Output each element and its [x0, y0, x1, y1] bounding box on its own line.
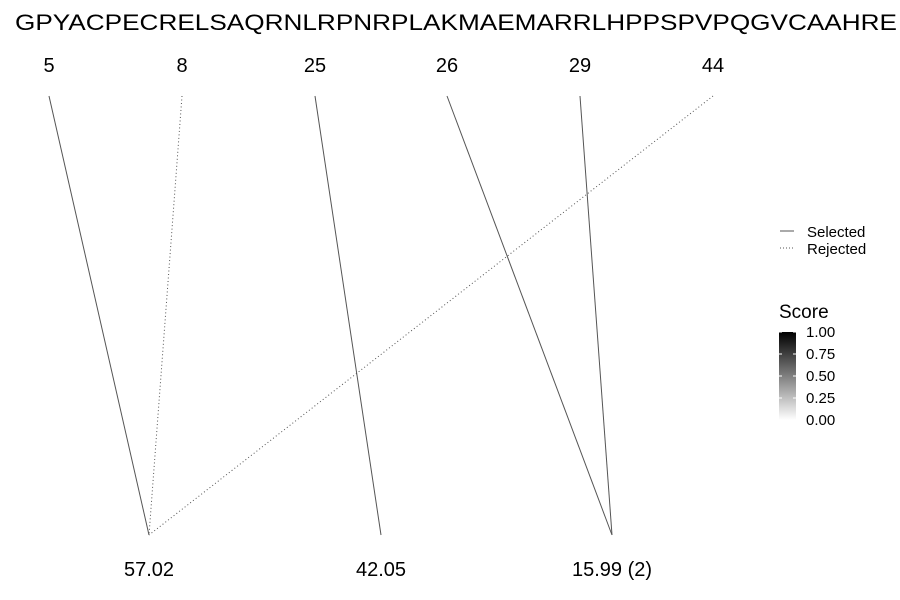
- link-5-selected: [48, 95, 150, 536]
- score-colorbar: [779, 332, 796, 420]
- peptide-sequence: GPYACPECRELSAQRNLRPNRPLAKMAEMARRLHPPSPVP…: [15, 10, 897, 35]
- mass-label-1: 57.02: [124, 559, 174, 581]
- score-tick-label: 1.00: [806, 324, 835, 341]
- link-8-rejected: [148, 95, 183, 536]
- position-label-25: 25: [304, 55, 326, 77]
- linetype-legend: Selected Rejected: [780, 224, 866, 258]
- link-29-selected: [579, 95, 613, 536]
- mass-label-2: 42.05: [356, 559, 406, 581]
- mass-label-3: 15.99 (2): [572, 559, 652, 581]
- legend-rejected-label: Rejected: [807, 241, 866, 258]
- score-legend: Score 1.00 0.75 0.50 0.25 0.00: [779, 302, 835, 429]
- score-legend-title: Score: [779, 302, 829, 323]
- score-ticks: 1.00 0.75 0.50 0.25 0.00: [779, 324, 835, 429]
- legend-selected-label: Selected: [807, 224, 865, 241]
- position-label-44: 44: [702, 55, 724, 77]
- link-lines: [48, 95, 714, 536]
- position-label-29: 29: [569, 55, 591, 77]
- link-25-selected: [314, 95, 382, 536]
- position-label-5: 5: [43, 55, 54, 77]
- link-26-selected: [446, 95, 613, 536]
- position-label-8: 8: [176, 55, 187, 77]
- position-label-26: 26: [436, 55, 458, 77]
- position-labels: 5 8 25 26 29 44: [43, 55, 724, 77]
- link-44-rejected: [148, 95, 714, 536]
- score-tick-label: 0.25: [806, 390, 835, 407]
- mass-labels: 57.02 42.05 15.99 (2): [124, 559, 652, 581]
- score-tick-label: 0.00: [806, 412, 835, 429]
- score-tick-label: 0.75: [806, 346, 835, 363]
- score-tick-label: 0.50: [806, 368, 835, 385]
